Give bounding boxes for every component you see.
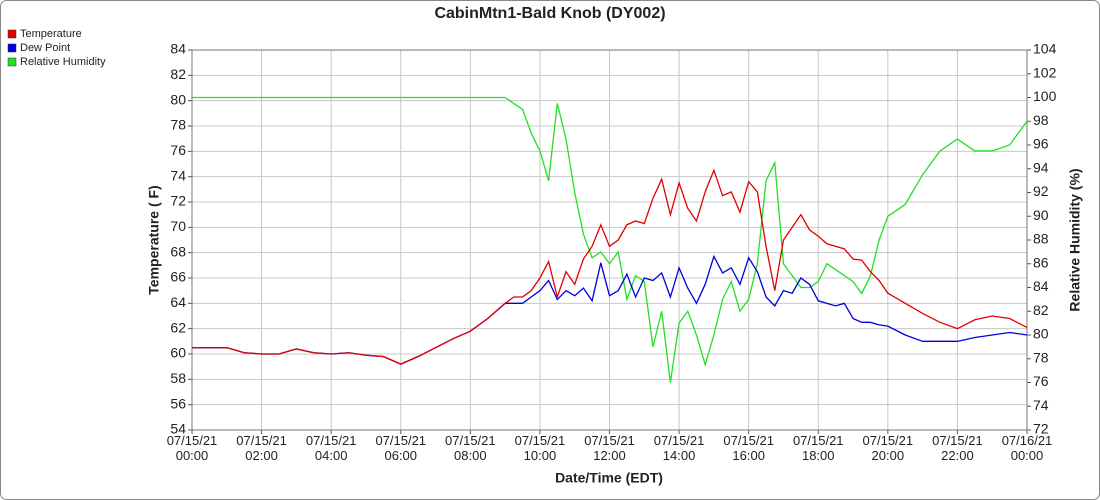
- x-tick-label: 07/15/21 02:00: [236, 433, 287, 463]
- x-tick-label: 07/15/21 22:00: [932, 433, 983, 463]
- y2-tick-label: 98: [1033, 112, 1049, 128]
- legend-swatch: [7, 43, 17, 53]
- x-tick-label: 07/15/21 00:00: [167, 433, 218, 463]
- y2-tick-label: 72: [1033, 421, 1049, 437]
- y-tick-label: 64: [170, 294, 186, 310]
- legend-label: Temperature: [20, 28, 82, 40]
- series-line: [192, 168, 1028, 365]
- y-tick-label: 58: [170, 370, 186, 386]
- y2-tick-label: 80: [1033, 326, 1049, 342]
- x-axis-label: Date/Time (EDT): [555, 470, 663, 486]
- x-tick-label: 07/15/21 16:00: [723, 433, 774, 463]
- y2-tick-label: 92: [1033, 183, 1049, 199]
- y-tick-label: 76: [170, 142, 186, 158]
- y-tick-label: 84: [170, 41, 186, 57]
- y2-tick-label: 94: [1033, 159, 1049, 175]
- chart-title: CabinMtn1-Bald Knob (DY002): [434, 5, 665, 22]
- x-tick-label: 07/15/21 06:00: [375, 433, 426, 463]
- x-tick-label: 07/15/21 08:00: [445, 433, 496, 463]
- y2-tick-label: 100: [1033, 88, 1057, 104]
- x-tick-label: 07/15/21 14:00: [654, 433, 705, 463]
- y2-tick-label: 76: [1033, 373, 1049, 389]
- y2-tick-label: 74: [1033, 397, 1049, 413]
- y2-tick-label: 86: [1033, 254, 1049, 270]
- y-tick-label: 74: [170, 167, 186, 183]
- y-tick-label: 62: [170, 319, 186, 335]
- y2-tick-label: 104: [1033, 41, 1057, 57]
- legend-label: Relative Humidity: [20, 56, 106, 68]
- y2-tick-label: 96: [1033, 136, 1049, 152]
- x-tick-label: 07/15/21 18:00: [793, 433, 844, 463]
- y2-tick-label: 84: [1033, 278, 1049, 294]
- y-tick-label: 72: [170, 193, 186, 209]
- y-tick-label: 60: [170, 345, 186, 361]
- y2-axis-label: Relative Humidity (%): [1067, 168, 1083, 311]
- y-tick-label: 54: [170, 421, 186, 437]
- legend-swatch: [7, 29, 17, 39]
- y2-tick-label: 102: [1033, 64, 1057, 80]
- x-tick-label: 07/16/21 00:00: [1002, 433, 1053, 463]
- y-axis-label: Temperature ( F): [146, 185, 162, 294]
- legend-label: Dew Point: [20, 42, 70, 54]
- x-tick-label: 07/15/21 20:00: [863, 433, 914, 463]
- y-tick-label: 78: [170, 117, 186, 133]
- y-tick-label: 70: [170, 218, 186, 234]
- x-tick-label: 07/15/21 12:00: [584, 433, 635, 463]
- y2-tick-label: 88: [1033, 231, 1049, 247]
- y-tick-label: 66: [170, 269, 186, 285]
- y2-tick-label: 90: [1033, 207, 1049, 223]
- x-tick-label: 07/15/21 04:00: [306, 433, 357, 463]
- x-tick-label: 07/15/21 10:00: [515, 433, 566, 463]
- y-tick-label: 80: [170, 91, 186, 107]
- legend-swatch: [7, 57, 17, 67]
- y-tick-label: 56: [170, 395, 186, 411]
- plot-border: [191, 49, 1028, 431]
- series-line: [192, 96, 1028, 383]
- y-tick-label: 82: [170, 66, 186, 82]
- y-tick-label: 68: [170, 243, 186, 259]
- y2-tick-label: 82: [1033, 302, 1049, 318]
- y2-tick-label: 78: [1033, 349, 1049, 365]
